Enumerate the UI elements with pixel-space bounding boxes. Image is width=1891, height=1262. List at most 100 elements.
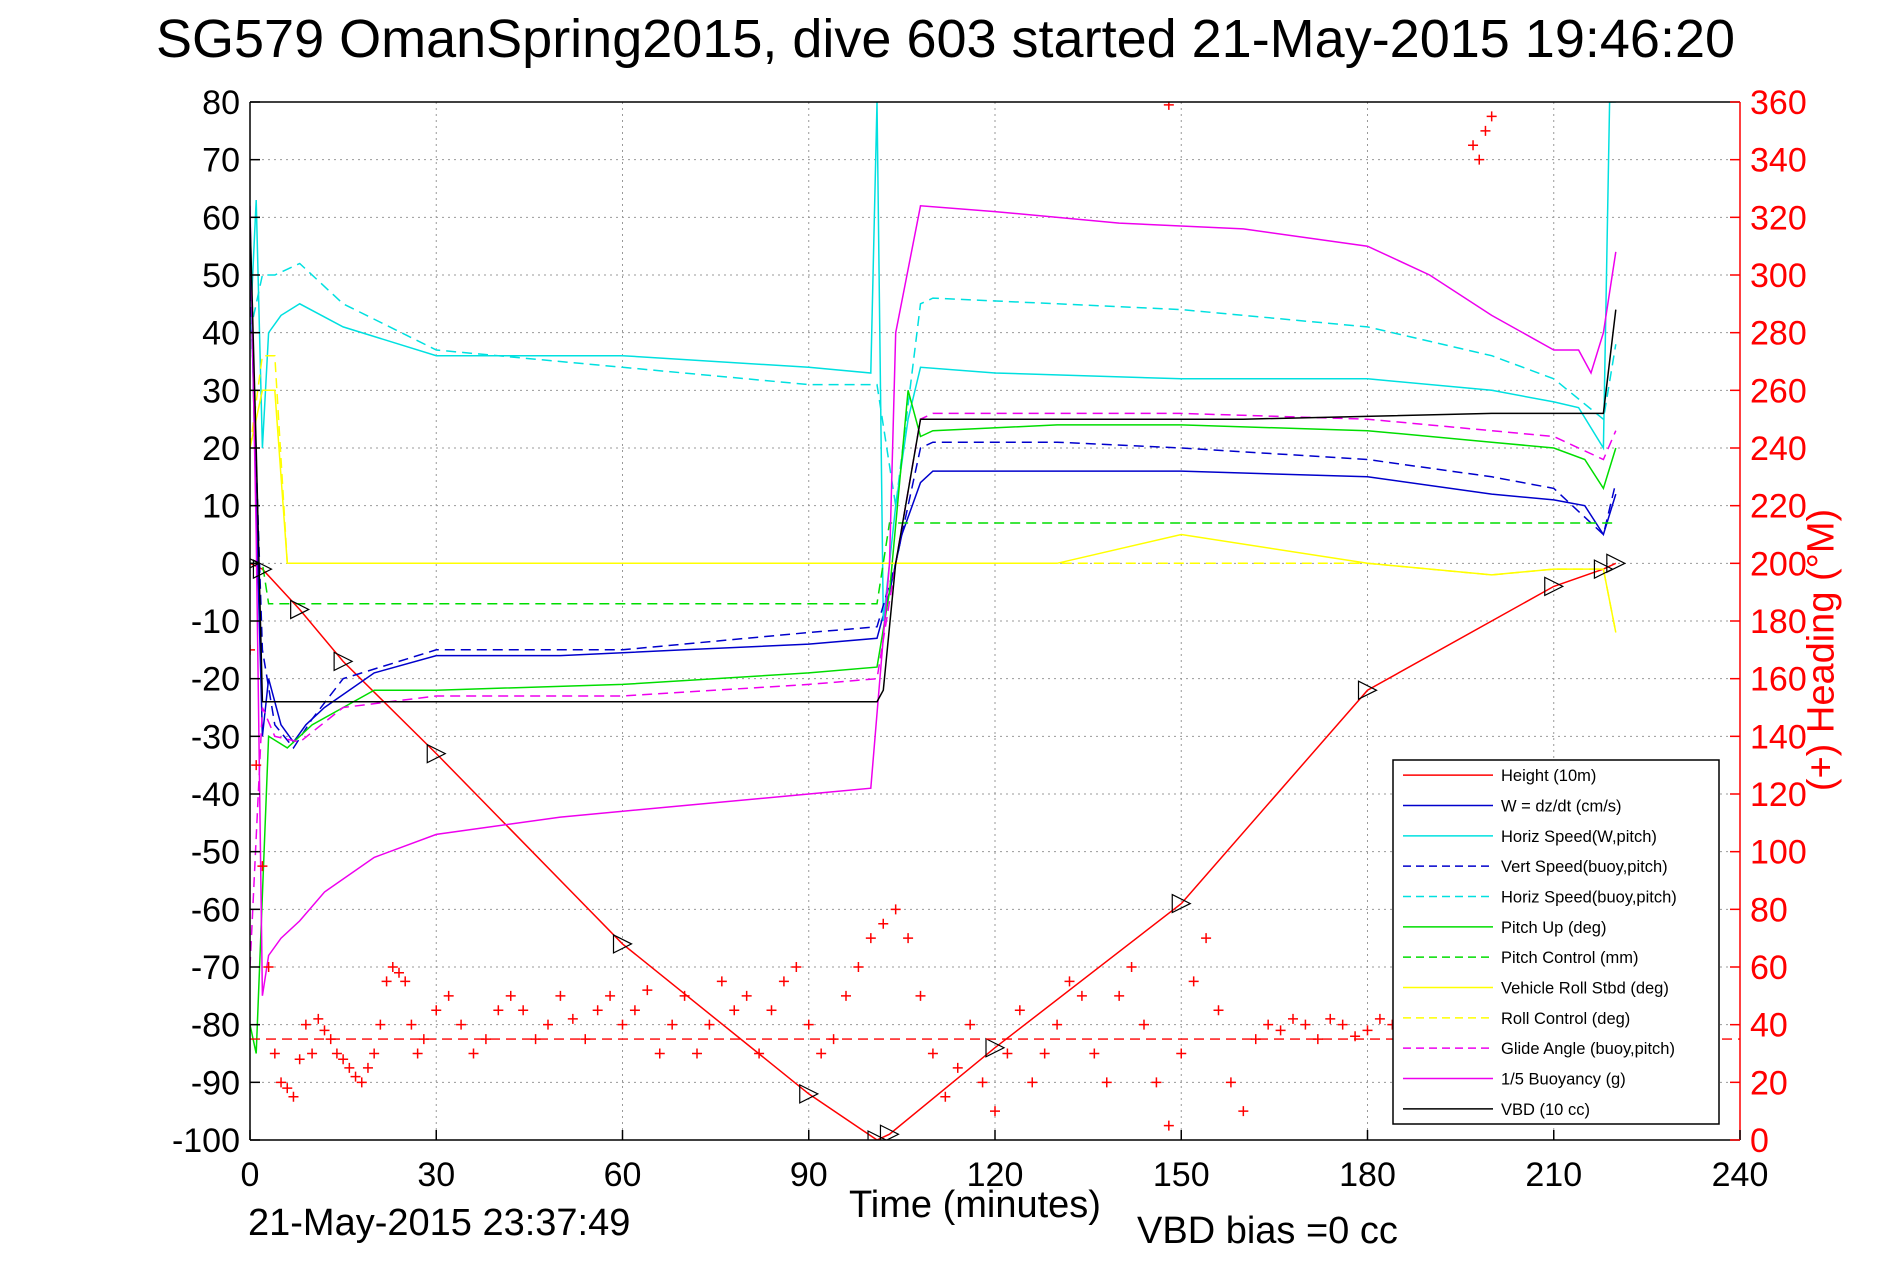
y-tick-label: -80 (191, 1007, 240, 1045)
heading-marker (1027, 1077, 1038, 1088)
y-tick-label: 10 (202, 488, 240, 526)
heading-marker (400, 976, 411, 987)
heading-marker (791, 962, 802, 972)
y-tick-label: 80 (202, 84, 240, 122)
series-line-6 (250, 522, 1616, 605)
legend: Height (10m) W = dz/dt (cm/s) Horiz Speed(… (1392, 759, 1720, 1125)
heading-marker (1250, 1034, 1261, 1045)
heading-marker (592, 1005, 603, 1016)
y-right-tick-label: 240 (1750, 430, 1807, 468)
heading-marker (313, 1013, 324, 1024)
heading-marker (344, 1062, 355, 1073)
y-tick-label: 20 (202, 430, 240, 468)
series-line-5 (250, 390, 1617, 1054)
x-axis-label: Time (minutes) (849, 1184, 1101, 1226)
y-right-tick-label: 220 (1750, 488, 1807, 526)
heading-marker (816, 1048, 827, 1059)
x-tick-label: 60 (604, 1156, 642, 1194)
heading-marker (288, 1091, 299, 1102)
heading-marker (642, 985, 653, 996)
y-tick-label: -10 (191, 603, 240, 641)
y-axis-right-label: (+) Heading (°M) (1800, 508, 1843, 792)
series-layer (250, 102, 1627, 1140)
height-marker (1593, 559, 1614, 580)
heading-marker (890, 904, 901, 915)
heading-marker (1101, 1077, 1112, 1088)
heading-marker (1176, 1048, 1187, 1059)
heading-marker (679, 990, 690, 1001)
series-line-3 (250, 274, 1617, 750)
heading-marker (977, 1077, 988, 1088)
heading-marker (1139, 1019, 1149, 1030)
heading-marker (443, 990, 454, 1001)
heading-marker (307, 1048, 318, 1059)
y-tick-label: 60 (202, 199, 240, 237)
x-tick-label: 150 (1153, 1156, 1210, 1194)
legend-label: Horiz Speed(buoy,pitch) (1501, 889, 1677, 907)
height-marker (799, 1083, 820, 1104)
heading-marker (940, 1091, 951, 1102)
height-marker (290, 599, 311, 620)
y-right-tick-label: 280 (1750, 315, 1807, 353)
height-marker (1606, 553, 1627, 574)
height-marker (879, 1124, 900, 1140)
heading-marker (505, 990, 516, 1001)
heading-marker (276, 1077, 287, 1088)
y-right-tick-label: 300 (1750, 257, 1807, 295)
heading-marker (617, 1019, 628, 1030)
height-marker (985, 1037, 1006, 1058)
height-marker (1357, 680, 1378, 701)
heading-marker (754, 1048, 765, 1059)
y-right-tick-label: 140 (1750, 718, 1807, 756)
heading-marker (1362, 1025, 1373, 1036)
y-tick-label: 50 (202, 257, 240, 295)
heading-marker (865, 933, 876, 944)
heading-marker (1163, 1120, 1174, 1131)
x-tick-label: 30 (417, 1156, 455, 1194)
heading-marker (1163, 102, 1174, 110)
heading-marker (1480, 125, 1491, 136)
heading-marker (1126, 962, 1137, 972)
heading-marker (1002, 1048, 1013, 1059)
heading-marker (1225, 1077, 1236, 1088)
legend-label: 1/5 Buoyancy (g) (1501, 1071, 1626, 1089)
heading-marker (605, 990, 616, 1001)
y-right-tick-label: 180 (1750, 603, 1807, 641)
heading-marker (903, 933, 914, 944)
heading-marker (1474, 154, 1485, 165)
heading-marker (282, 1083, 293, 1094)
heading-marker (1312, 1034, 1323, 1045)
y-tick-label: 40 (202, 315, 240, 353)
x-tick-label: 240 (1712, 1156, 1769, 1194)
y-tick-label: -40 (191, 776, 240, 814)
heading-marker (1201, 933, 1212, 944)
heading-marker (294, 1054, 305, 1065)
y-right-tick-label: 20 (1750, 1064, 1788, 1102)
x-tick-label: 210 (1525, 1156, 1582, 1194)
legend-label: Vehicle Roll Stbd (deg) (1501, 980, 1669, 998)
heading-marker (1151, 1077, 1162, 1088)
heading-marker (853, 962, 864, 972)
heading-marker (250, 644, 255, 655)
x-tick-label: 0 (241, 1156, 260, 1194)
heading-marker (1052, 1019, 1063, 1030)
heading-marker (927, 1048, 938, 1059)
heading-marker (1374, 1013, 1385, 1024)
heading-marker (251, 760, 262, 771)
heading-marker (338, 1054, 349, 1065)
y-right-tick-label: 40 (1750, 1007, 1788, 1045)
heading-marker (543, 1019, 553, 1030)
heading-marker (431, 1005, 442, 1016)
heading-marker (468, 1048, 479, 1059)
heading-marker (555, 990, 566, 1001)
heading-marker (1014, 1005, 1025, 1016)
heading-marker (480, 1034, 491, 1045)
y-right-tick-label: 320 (1750, 199, 1807, 237)
heading-marker (387, 962, 398, 972)
heading-marker (418, 1034, 429, 1045)
heading-marker (878, 918, 889, 929)
heading-marker (1039, 1048, 1050, 1059)
heading-marker (567, 1013, 578, 1024)
height-marker (612, 933, 633, 954)
heading-layer (250, 102, 1740, 1131)
